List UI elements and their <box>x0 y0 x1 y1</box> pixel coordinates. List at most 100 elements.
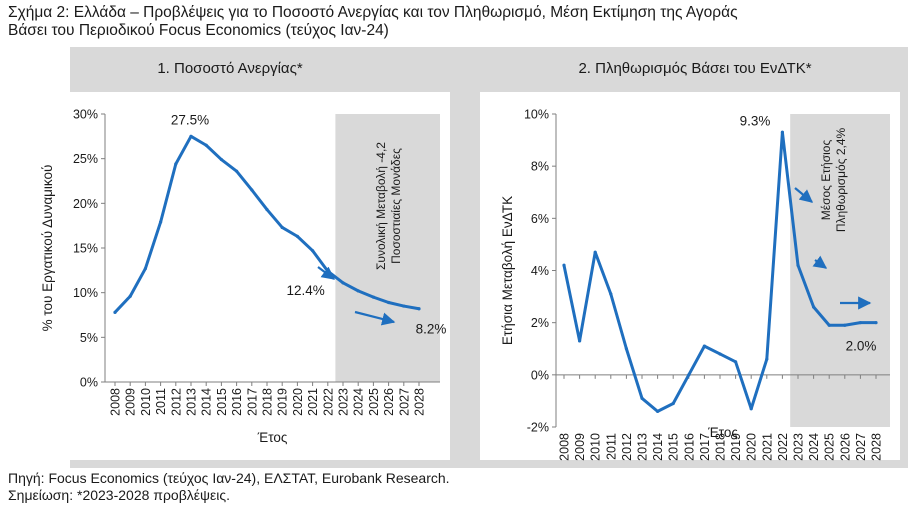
chart-2-x-tick-label: 2022 <box>776 433 790 461</box>
chart-1-projection-shade <box>335 114 440 382</box>
chart-1-x-tick-label: 2023 <box>337 388 351 416</box>
chart-1-x-tick-label: 2019 <box>276 388 290 416</box>
chart-1-data-point <box>265 207 269 212</box>
chart-2-data-point <box>656 409 660 413</box>
chart-1-data-point <box>311 249 315 253</box>
chart-1-x-tick-label: 2017 <box>245 388 259 416</box>
figure-footer: Πηγή: Focus Economics (τεύχος Ιαν-24), Ε… <box>8 470 450 504</box>
chart-1-x-tick-label: 2021 <box>306 388 320 416</box>
chart-2-x-tick-label: 2019 <box>729 433 743 461</box>
chart-2-y-tick-label: 4% <box>531 264 549 278</box>
chart-2-svg: -2% 0% 2% 4% 6% 8% 10% 2008 2009 2010 2011 2012 2013… <box>500 108 890 461</box>
chart-2-x-tick-label: 2017 <box>698 433 712 461</box>
chart-1-x-tick-label: 2020 <box>291 388 305 416</box>
chart-2-x-tick-label: 2013 <box>636 433 650 461</box>
chart-1-trend-arrow <box>354 310 396 326</box>
chart-1-y-tick-label: 15% <box>73 242 98 256</box>
chart-2-data-point <box>562 263 566 267</box>
chart-1-x-axis-title: Έτος <box>257 430 288 445</box>
chart-1-title: 1. Ποσοστό Ανεργίας* <box>157 60 303 77</box>
chart-1-x-tick-label: 2013 <box>185 388 199 416</box>
chart-1-x-tick-label: 2014 <box>200 388 214 416</box>
chart-2-x-tick-label: 2012 <box>620 433 634 461</box>
chart-2-data-point <box>624 347 628 351</box>
chart-1-data-point <box>174 162 178 166</box>
chart-1-y-tick-label: 30% <box>73 108 98 122</box>
chart-2-trend-arrow <box>794 187 814 203</box>
chart-1-panel: 0% 5% 10% 15% 20% 25% 30% 2008 2009 2010 2011 2012 2… <box>22 92 450 460</box>
chart-2-data-point <box>749 407 753 411</box>
chart-2-data-point <box>780 130 784 134</box>
chart-1-x-tick-label: 2010 <box>139 388 153 416</box>
chart-2-x-tick-label: 2014 <box>651 433 665 461</box>
chart-2-data-point <box>812 305 816 309</box>
chart-2-trend-arrow <box>812 255 828 269</box>
chart-1-x-tick-label: 2015 <box>215 388 229 416</box>
chart-1-x-tick-label: 2027 <box>397 388 411 416</box>
chart-1-data-point <box>417 307 421 311</box>
figure-title-line-1: Σχήμα 2: Ελλάδα – Προβλέψεις για το Ποσο… <box>8 4 738 21</box>
chart-2-data-label: 9.3% <box>740 113 771 128</box>
chart-2-y-axis-title: Ετήσια Μεταβολή ΕνΔΤΚ <box>500 196 515 345</box>
chart-2-x-axis-title: Έτος <box>707 425 738 440</box>
chart-1-data-point <box>235 169 239 173</box>
chart-1-x-tick-label: 2016 <box>230 388 244 416</box>
source-note: Πηγή: Focus Economics (τεύχος Ιαν-24), Ε… <box>8 470 450 486</box>
chart-1-data-point <box>250 188 254 192</box>
chart-1-data-point <box>371 295 375 299</box>
chart-2-data-point <box>843 323 847 327</box>
chart-2-panel: -2% 0% 2% 4% 6% 8% 10% 2008 2009 2010 2011 2012 2013… <box>480 92 900 461</box>
chart-1-x-tick-label: 2008 <box>109 388 123 416</box>
chart-1-data-point <box>113 310 117 314</box>
chart-1-y-tick-label: 5% <box>80 331 98 345</box>
chart-2-data-point <box>640 396 644 400</box>
chart-1-y-tick-label: 10% <box>73 286 98 300</box>
chart-1-y-tick-label: 20% <box>73 197 98 211</box>
forecast-note: Σημείωση: *2023-2028 προβλέψεις. <box>8 487 230 503</box>
chart-2-data-point <box>578 339 582 343</box>
chart-1-data-point <box>402 304 406 308</box>
chart-2-x-tick-label: 2015 <box>667 433 681 461</box>
chart-1-x-tick-label: 2018 <box>261 388 275 416</box>
chart-2-data-point <box>593 250 597 254</box>
chart-2-data-point <box>718 352 722 356</box>
chart-1-data-label: 27.5% <box>171 112 209 127</box>
chart-2-x-tick-label: 2008 <box>558 433 572 461</box>
figure-title-line-2: Βάσει του Περιοδικού Focus Economics (τε… <box>8 22 389 39</box>
chart-1-y-tick-label: 25% <box>73 152 98 166</box>
chart-1-data-label: 12.4% <box>287 283 325 298</box>
chart-2-x-tick-label: 2009 <box>573 433 587 461</box>
chart-2-x-tick-label: 2026 <box>838 433 852 461</box>
chart-1-x-tick-label: 2028 <box>413 388 427 416</box>
chart-2-data-point <box>765 357 769 361</box>
chart-1-y-tick-label: 0% <box>80 376 98 390</box>
chart-1-data-point <box>159 220 163 224</box>
chart-1-data-point <box>356 289 360 293</box>
chart-1-x-tick-label: 2011 <box>154 388 168 415</box>
chart-2-x-tick-label: 2018 <box>714 433 728 461</box>
chart-2-data-point <box>734 360 738 364</box>
chart-1-data-point <box>387 300 391 305</box>
chart-1-projection-text: Συνολική Μεταβολή -4,2 <box>374 142 388 270</box>
chart-1-data-point <box>295 234 299 238</box>
chart-2-x-tick-label: 2020 <box>745 433 759 461</box>
chart-2-x-tick-label: 2021 <box>760 433 774 461</box>
chart-2-y-tick-label: -2% <box>527 421 549 435</box>
chart-1-y-axis-title: % του Εργατικού Δυναμικού <box>40 165 55 332</box>
chart-2-x-tick-label: 2024 <box>807 433 821 461</box>
chart-1-data-point <box>128 294 132 298</box>
chart-2-data-point <box>827 323 831 327</box>
chart-2-y-tick-label: 0% <box>531 368 549 382</box>
chart-2-x-tick-label: 2010 <box>589 433 603 461</box>
chart-1-data-point <box>341 281 345 285</box>
chart-2-x-tick-label: 2016 <box>682 433 696 461</box>
chart-2-x-tick-label: 2011 <box>604 433 618 460</box>
chart-2-data-point <box>687 373 691 377</box>
chart-2-x-tick-label: 2025 <box>823 433 837 461</box>
chart-2-title: 2. Πληθωρισμός Βάσει του ΕνΔΤΚ* <box>578 60 812 77</box>
chart-1-svg: 0%5%10%15%20%25%30%2008 2009 2010 2011 2012 2… <box>40 108 446 446</box>
chart-1-x-tick-label: 2026 <box>382 388 396 416</box>
chart-2-data-point <box>874 321 878 325</box>
chart-2-y-tick-label: 2% <box>531 316 549 330</box>
chart-2-y-tick-label: 6% <box>531 212 549 226</box>
